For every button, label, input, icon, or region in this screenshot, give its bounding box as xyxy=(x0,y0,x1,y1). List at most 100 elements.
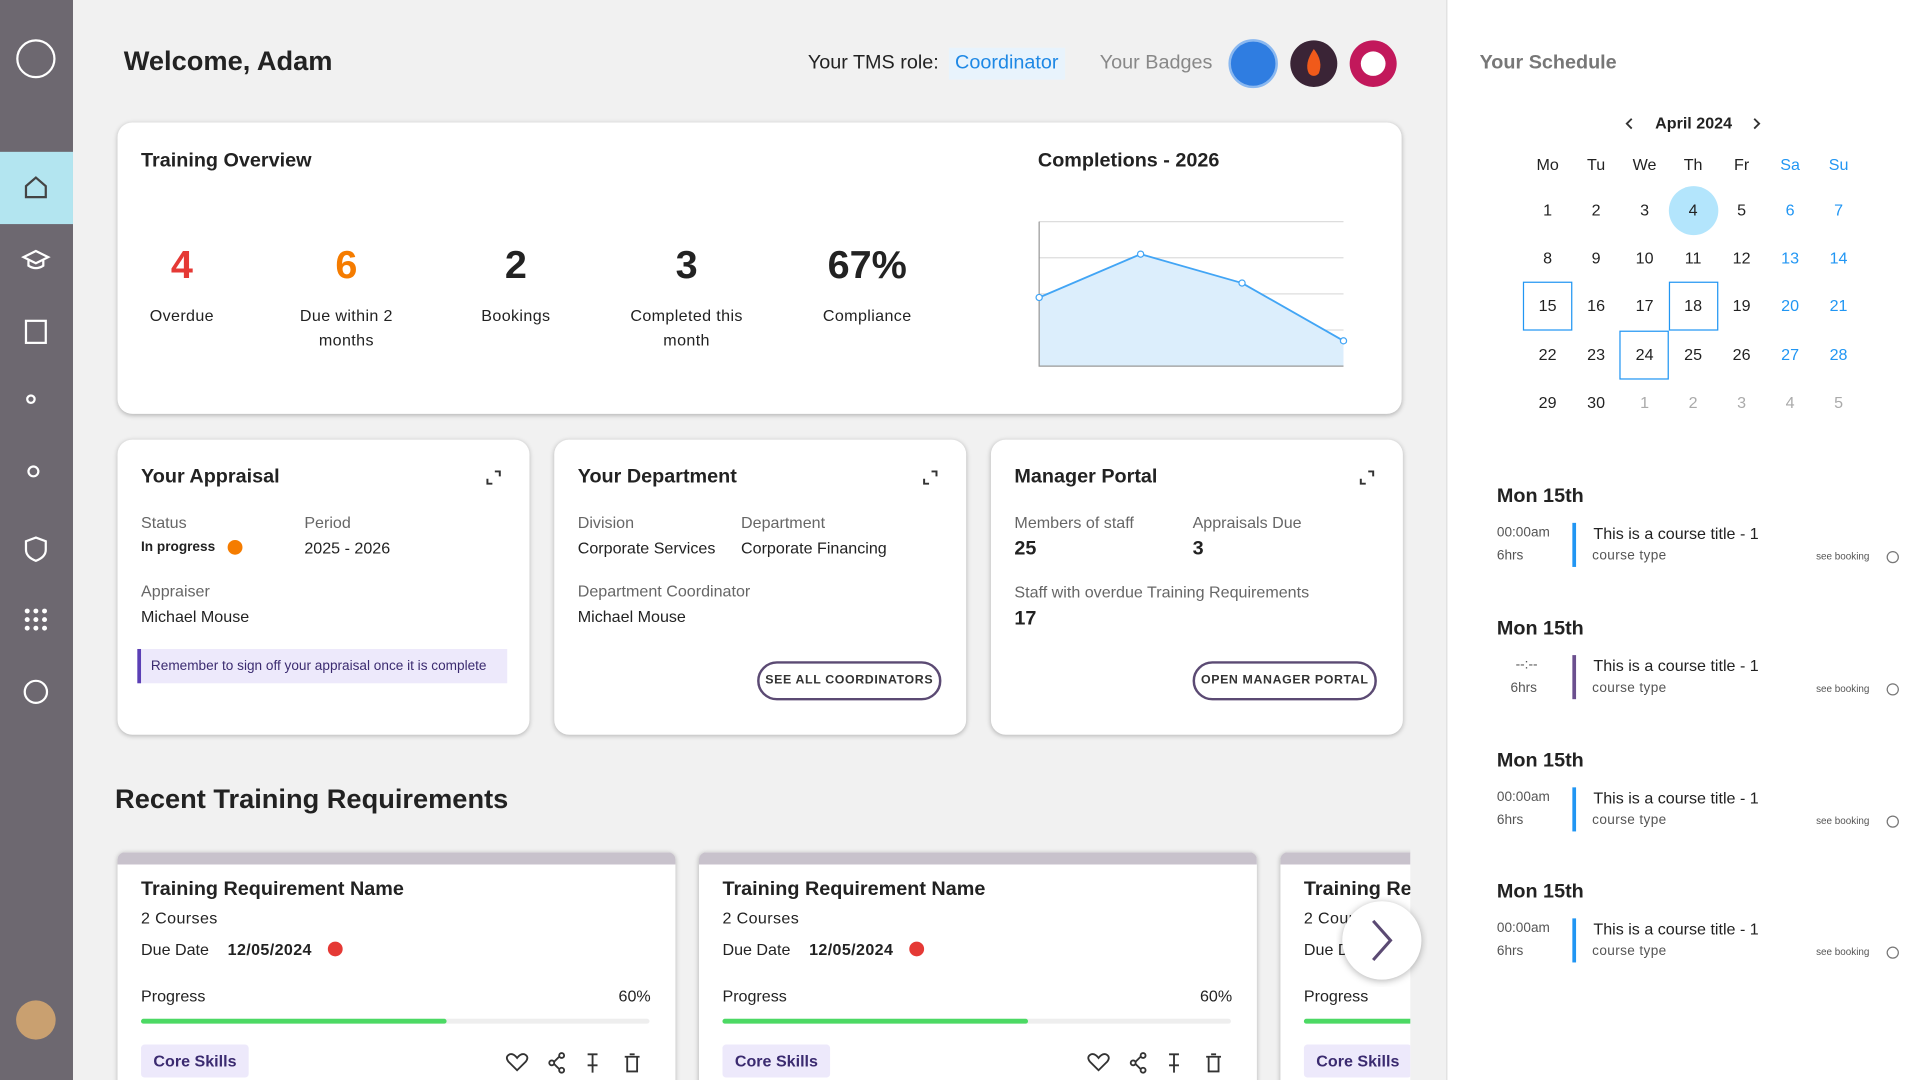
nav-home[interactable] xyxy=(24,176,47,199)
event-type: course type xyxy=(1592,548,1667,564)
calendar-day[interactable]: 26 xyxy=(1732,344,1751,364)
field-value: Corporate Services xyxy=(577,538,716,558)
see-booking[interactable]: see booking xyxy=(1816,683,1870,695)
event-date: Mon 15th xyxy=(1496,618,1584,639)
calendar-day[interactable]: 9 xyxy=(1591,248,1601,268)
progress-value: 60% xyxy=(1199,986,1233,1006)
nav-training[interactable] xyxy=(21,249,51,270)
see-booking[interactable]: see booking xyxy=(1816,947,1870,959)
logo xyxy=(16,39,56,79)
calendar-day[interactable]: 29 xyxy=(1538,392,1557,412)
nav-apps[interactable] xyxy=(24,608,48,631)
calendar-day[interactable]: 15 xyxy=(1522,282,1573,332)
prev-month[interactable] xyxy=(1625,118,1633,130)
expand[interactable] xyxy=(922,469,939,486)
calendar-day[interactable]: 7 xyxy=(1834,200,1844,220)
calendar-day[interactable]: 2 xyxy=(1591,200,1601,220)
calendar-day[interactable]: 22 xyxy=(1538,344,1557,364)
due-date: 12/05/2024 xyxy=(227,940,312,959)
card-title: Manager Portal xyxy=(1014,466,1158,488)
event-duration: 6hrs xyxy=(1496,548,1524,564)
tag: Core Skills xyxy=(1303,1044,1411,1078)
calendar-day[interactable]: 5 xyxy=(1834,392,1844,412)
point xyxy=(1238,279,1246,287)
calendar-day[interactable]: 4 xyxy=(1785,392,1795,412)
nav-policy[interactable] xyxy=(24,536,47,562)
calendar-day[interactable]: 1 xyxy=(1543,200,1553,220)
expand[interactable] xyxy=(1358,469,1375,486)
calendar-day[interactable]: 6 xyxy=(1785,200,1795,220)
calendar-day[interactable]: 25 xyxy=(1684,344,1703,364)
calendar-day[interactable]: 16 xyxy=(1587,296,1606,316)
badge[interactable] xyxy=(1228,39,1278,89)
calendar-day[interactable]: 23 xyxy=(1587,344,1606,364)
see-booking[interactable]: see booking xyxy=(1816,815,1870,827)
recent-list: Training Requirement Name 2 Courses Due Da… xyxy=(111,845,1411,1080)
card-actions[interactable] xyxy=(1082,1051,1243,1075)
calendar-day[interactable]: 14 xyxy=(1829,248,1848,268)
due-label: Due Date xyxy=(141,940,209,959)
calendar-day[interactable]: 10 xyxy=(1635,248,1654,268)
calendar-day[interactable]: 3 xyxy=(1737,392,1747,412)
point xyxy=(1339,337,1348,345)
field-label: Members of staff xyxy=(1014,513,1134,532)
card-actions[interactable] xyxy=(501,1051,662,1075)
event-time: 00:00am xyxy=(1496,525,1550,541)
calendar-day[interactable]: 18 xyxy=(1668,282,1718,332)
calendar-day[interactable]: 19 xyxy=(1732,296,1751,316)
role-label: Your TMS role: xyxy=(807,52,939,74)
info-icon xyxy=(1886,683,1899,696)
expand[interactable] xyxy=(485,469,502,486)
progress-label: Progress xyxy=(1303,986,1369,1006)
nav-active[interactable] xyxy=(0,151,73,225)
next-button[interactable] xyxy=(1336,896,1428,987)
stat-label: Completed this month xyxy=(630,306,743,349)
calendar-day[interactable]: 27 xyxy=(1781,344,1800,364)
progress-bar xyxy=(1303,1018,1411,1024)
field-value: Corporate Financing xyxy=(741,538,887,558)
chart-title: Completions - 2026 xyxy=(1037,150,1220,172)
stat-label: Overdue xyxy=(149,306,214,325)
event-type: course type xyxy=(1592,680,1667,696)
button[interactable]: SEE ALL COORDINATORS xyxy=(757,661,942,701)
nav-team[interactable] xyxy=(27,465,40,478)
calendar-day[interactable]: 20 xyxy=(1781,296,1800,316)
calendar-day[interactable]: 3 xyxy=(1640,200,1650,220)
tag: Core Skills xyxy=(141,1044,249,1078)
event-title: This is a course title - 1 xyxy=(1593,656,1759,675)
calendar-day[interactable]: 5 xyxy=(1737,200,1747,220)
calendar-day[interactable]: 21 xyxy=(1829,296,1848,316)
calendar-day[interactable]: 1 xyxy=(1640,392,1650,412)
next-month[interactable] xyxy=(1753,118,1761,130)
field-value: Michael Mouse xyxy=(141,607,250,626)
due-date: 12/05/2024 xyxy=(809,940,894,959)
nav-help[interactable] xyxy=(23,679,49,704)
due-label: Due Date xyxy=(722,940,791,959)
field-label: Period xyxy=(304,513,351,532)
calendar-day[interactable]: 8 xyxy=(1543,248,1553,268)
req-name: Training Requirement Name xyxy=(722,879,986,901)
schedule-panel xyxy=(1446,0,1920,1080)
calendar-day[interactable]: 12 xyxy=(1732,248,1751,268)
calendar-day[interactable]: 11 xyxy=(1684,248,1702,268)
progress-label: Progress xyxy=(722,986,787,1006)
calendar-day[interactable]: 24 xyxy=(1619,330,1670,380)
calendar-day[interactable]: 28 xyxy=(1829,344,1848,364)
button[interactable]: OPEN MANAGER PORTAL xyxy=(1192,661,1377,701)
nav-people[interactable] xyxy=(26,394,36,404)
nav-library[interactable] xyxy=(24,319,47,344)
stat-value: 6 xyxy=(335,242,358,287)
field-value: 17 xyxy=(1014,608,1037,630)
see-booking[interactable]: see booking xyxy=(1816,551,1870,563)
calendar-day[interactable]: 13 xyxy=(1781,248,1800,268)
calendar-day[interactable]: 2 xyxy=(1688,392,1698,412)
calendar-day[interactable]: 17 xyxy=(1635,296,1654,316)
role: Coordinator xyxy=(948,47,1065,80)
weekday: Tu xyxy=(1586,155,1606,174)
avatar[interactable] xyxy=(16,1000,56,1040)
card-stripe xyxy=(698,852,1257,865)
event-date: Mon 15th xyxy=(1496,750,1584,771)
calendar-day[interactable]: 30 xyxy=(1587,392,1606,412)
calendar-day[interactable]: 4 xyxy=(1668,186,1718,236)
